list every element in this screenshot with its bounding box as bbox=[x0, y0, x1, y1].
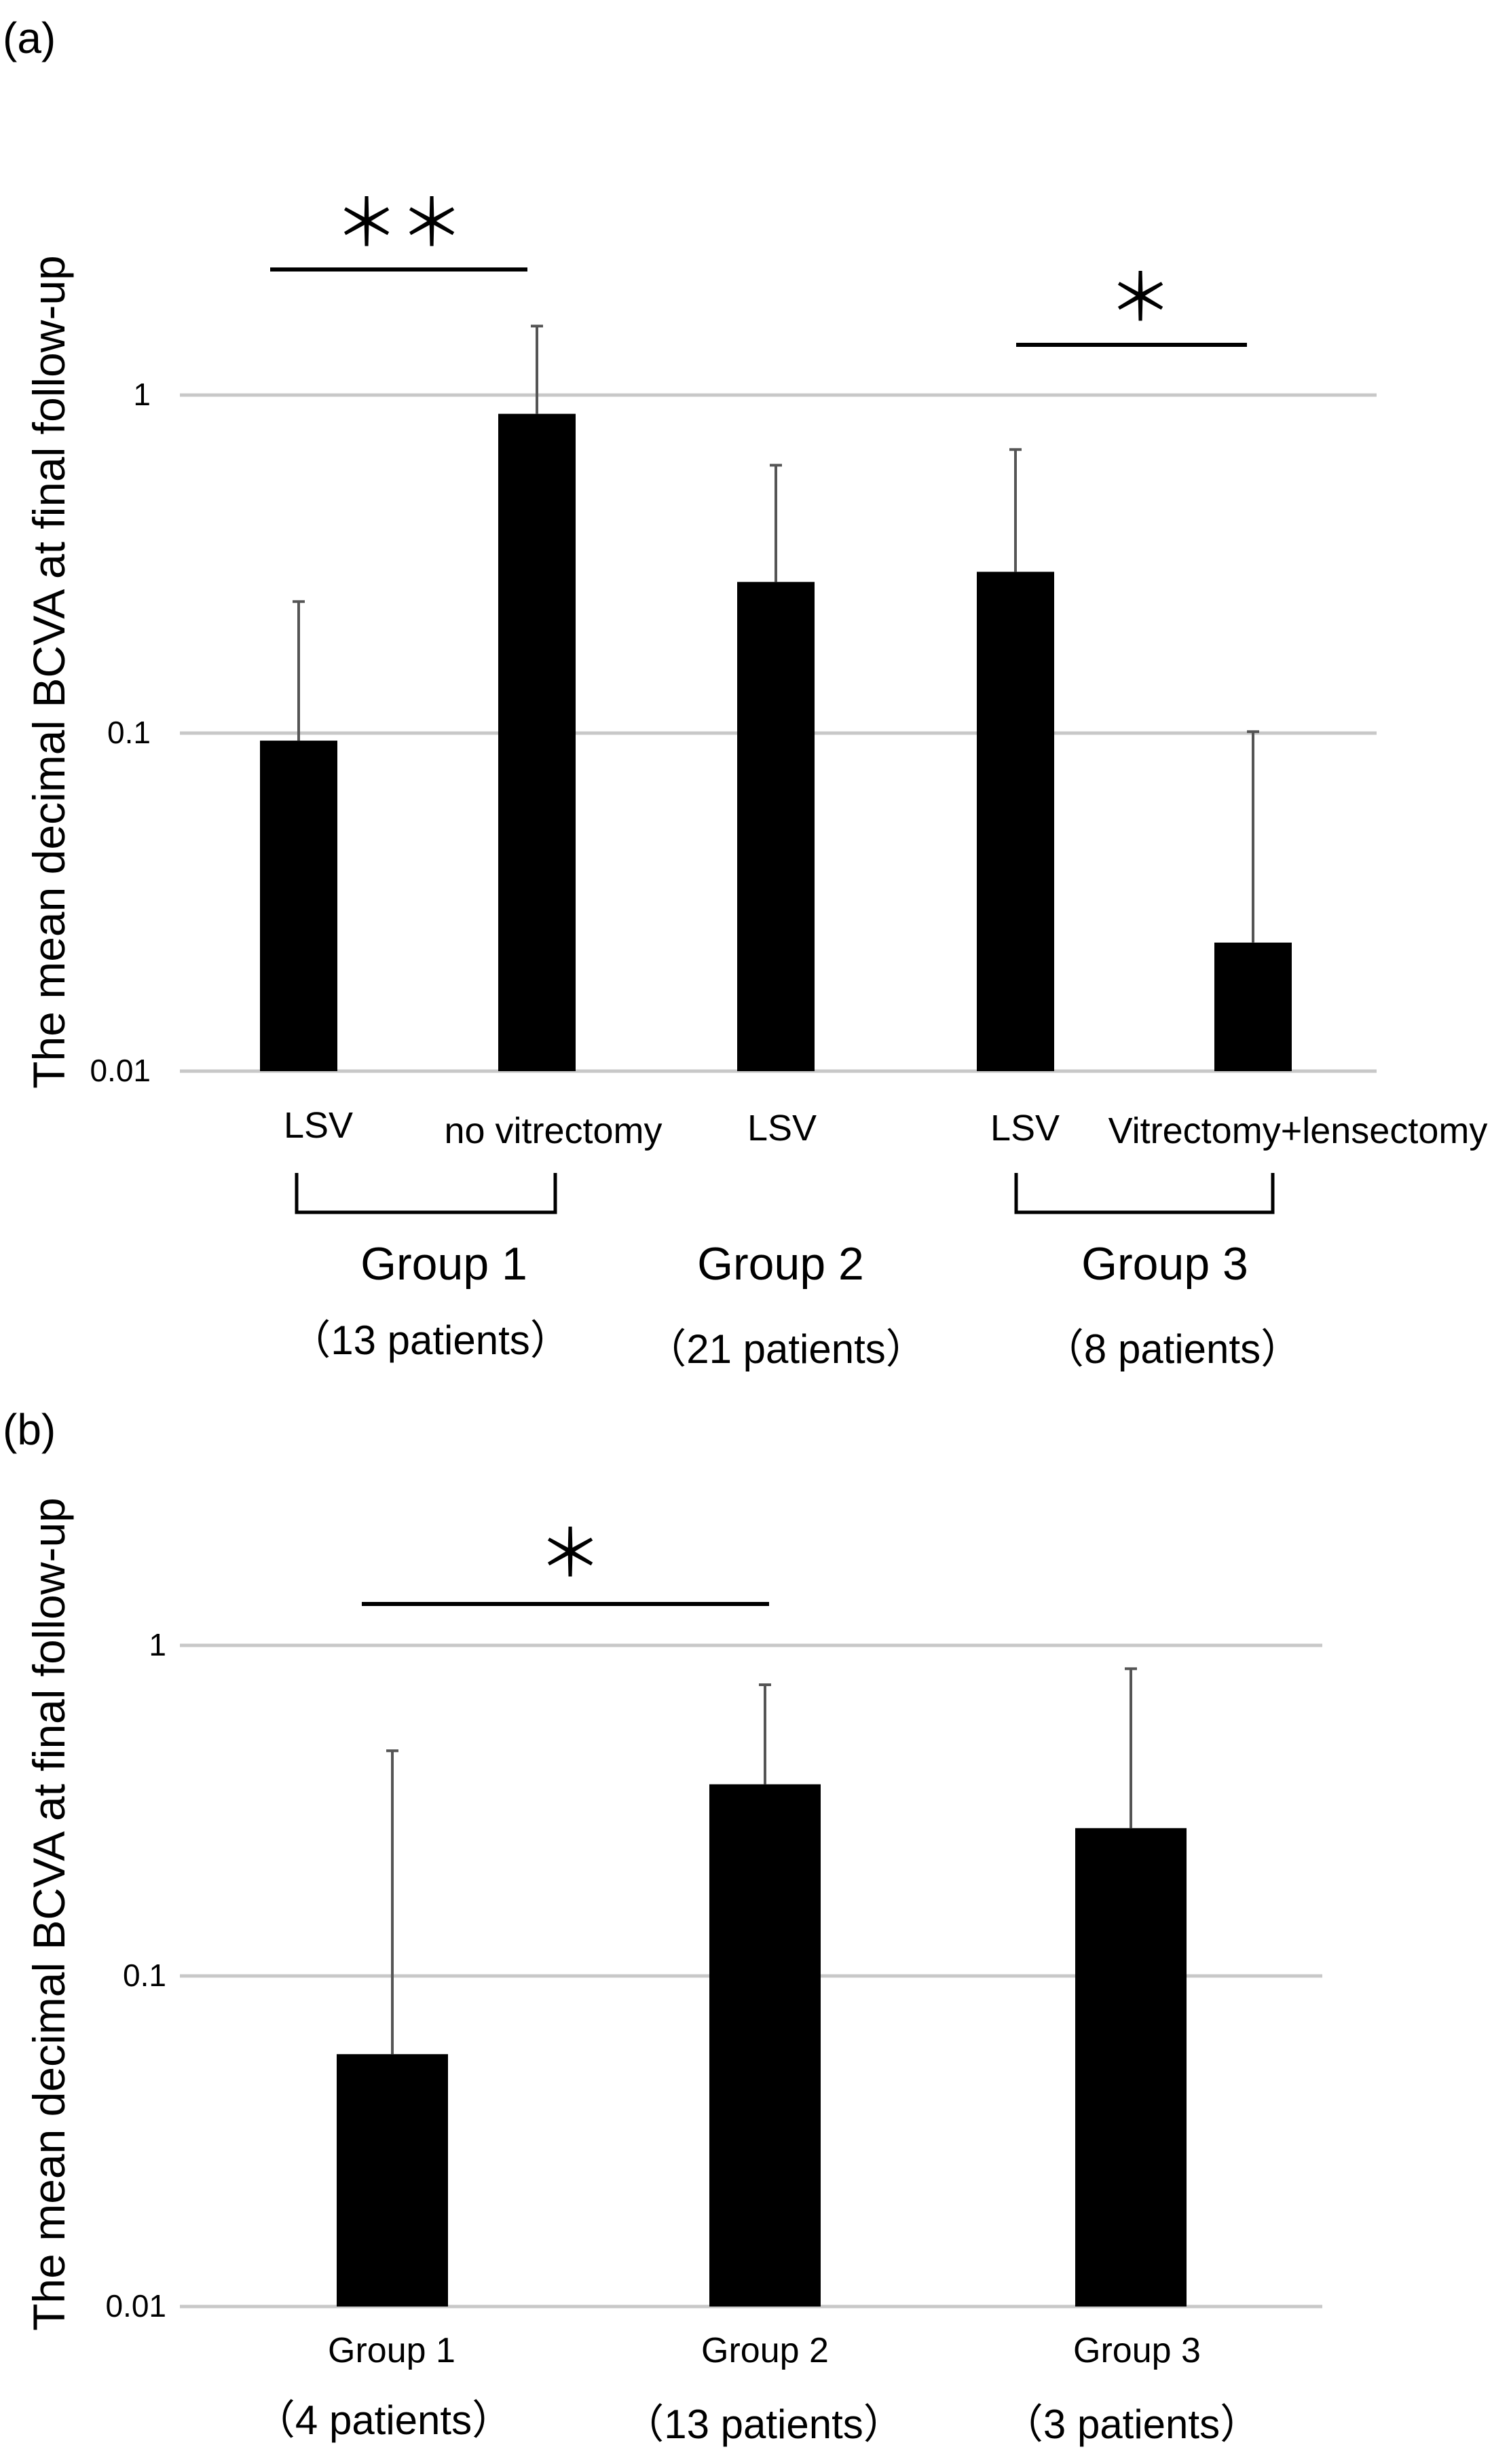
error-bar-group3-lsv bbox=[1009, 448, 1022, 572]
significance-star-group1: ＊＊ bbox=[334, 187, 464, 260]
patients-label-1-b: （4 patients） bbox=[255, 2397, 512, 2443]
bar-group1-no-vitrectomy bbox=[498, 413, 576, 1071]
y-tick-1-a: 1 bbox=[133, 377, 151, 412]
patients-label-2-a: （21 patients） bbox=[646, 1326, 927, 1372]
category-label-group3-lsv: LSV bbox=[990, 1108, 1060, 1149]
bars-a bbox=[260, 413, 1292, 1071]
y-axis-label-b: The mean decimal BCVA at final follow-up bbox=[24, 1497, 74, 2331]
error-bar-group2-lsv bbox=[770, 464, 782, 582]
y-tick-0.1-b: 0.1 bbox=[123, 1958, 166, 1993]
group-label-3-a: Group 3 bbox=[1081, 1238, 1248, 1290]
group-label-2-a: Group 2 bbox=[697, 1238, 864, 1290]
category-label-group3-vitrectomy-lensectomy: Vitrectomy+lensectomy bbox=[1108, 1110, 1488, 1151]
significance-star-group3: ＊ bbox=[1108, 262, 1173, 335]
panel-label-b: (b) bbox=[3, 1405, 56, 1454]
error-bar-group3-vitrectomy-lensectomy bbox=[1247, 730, 1259, 943]
category-label-group1-lsv: LSV bbox=[284, 1105, 353, 1146]
y-tick-0.1-a: 0.1 bbox=[107, 715, 151, 750]
bar-group1-lsv bbox=[260, 741, 337, 1071]
category-label-group3-b: Group 3 bbox=[1073, 2331, 1201, 2370]
category-label-group2-b: Group 2 bbox=[701, 2331, 829, 2370]
y-tick-1-b: 1 bbox=[149, 1627, 166, 1662]
y-tick-0.01-b: 0.01 bbox=[105, 2288, 166, 2323]
bar-group1 bbox=[337, 2054, 448, 2307]
error-bar-group3 bbox=[1125, 1667, 1137, 1829]
panel-a: (a) The mean decimal BCVA at final follo… bbox=[3, 14, 1487, 1372]
bracket-group1 bbox=[295, 1173, 557, 1214]
bar-group3-vitrectomy-lensectomy bbox=[1214, 942, 1292, 1071]
group-label-1-a: Group 1 bbox=[360, 1238, 527, 1290]
significance-star-b: ＊ bbox=[538, 1518, 603, 1590]
error-bar-group2 bbox=[759, 1683, 771, 1785]
patients-label-1-a: （13 patients） bbox=[290, 1318, 571, 1363]
error-bar-group1-no-vitrectomy bbox=[531, 324, 543, 414]
category-label-group1-b: Group 1 bbox=[328, 2331, 455, 2370]
patients-label-3-b: （3 patients） bbox=[1003, 2402, 1261, 2447]
error-bar-group1-lsv bbox=[293, 600, 305, 741]
bar-group2 bbox=[709, 1784, 821, 2307]
category-label-group1-no-vitrectomy: no vitrectomy bbox=[444, 1110, 662, 1151]
error-bars-b bbox=[386, 1667, 1137, 2055]
bar-group3-lsv bbox=[977, 572, 1054, 1071]
patients-label-2-b: （13 patients） bbox=[623, 2402, 904, 2447]
bracket-group3 bbox=[1014, 1173, 1275, 1214]
bar-group3 bbox=[1075, 1828, 1187, 2307]
error-bar-group1 bbox=[386, 1749, 398, 2055]
panel-label-a: (a) bbox=[3, 14, 56, 62]
panel-b: (b) The mean decimal BCVA at final follo… bbox=[3, 1405, 1322, 2447]
error-bars-a bbox=[293, 324, 1259, 943]
bar-group2-lsv bbox=[737, 582, 815, 1071]
bars-b bbox=[337, 1784, 1187, 2307]
y-axis-label-a: The mean decimal BCVA at final follow-up bbox=[24, 255, 74, 1089]
y-tick-0.01-a: 0.01 bbox=[90, 1053, 151, 1088]
patients-label-3-a: （8 patients） bbox=[1043, 1326, 1301, 1372]
category-label-group2-lsv: LSV bbox=[747, 1108, 817, 1149]
